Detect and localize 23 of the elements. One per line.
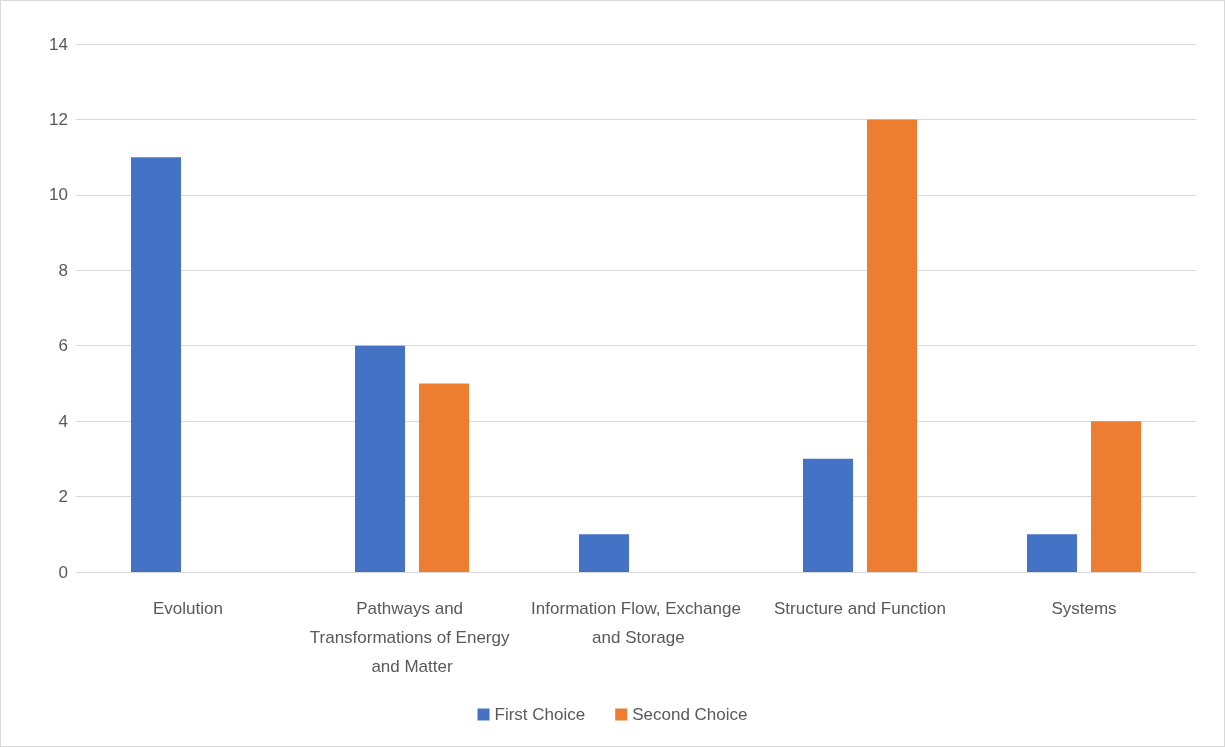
x-tick-label: Structure and Function	[774, 599, 946, 618]
y-tick-label: 2	[58, 487, 68, 507]
bar	[419, 383, 469, 572]
bar	[131, 157, 181, 572]
y-tick-label: 8	[58, 260, 68, 280]
legend-label: First Choice	[494, 705, 586, 724]
bar	[803, 458, 853, 572]
y-tick-label: 0	[58, 562, 68, 582]
bar	[355, 345, 405, 572]
x-tick-label: Pathways and Transformations of Energy and Matter	[309, 599, 515, 676]
y-tick-label: 6	[58, 336, 68, 356]
x-tick-label: Systems	[1051, 599, 1117, 618]
bar	[1027, 534, 1077, 572]
bar	[867, 119, 917, 572]
x-tick-label: Evolution	[153, 599, 223, 618]
bar	[579, 534, 629, 572]
x-tick-label: Information Flow, Exchange and Storage	[531, 599, 741, 647]
y-tick-label: 4	[58, 411, 68, 431]
y-tick-label: 14	[49, 34, 68, 54]
y-tick-label: 12	[49, 109, 68, 129]
bar	[1091, 421, 1141, 572]
legend-label: Second Choice	[632, 705, 748, 724]
y-tick-label: 10	[49, 185, 68, 205]
